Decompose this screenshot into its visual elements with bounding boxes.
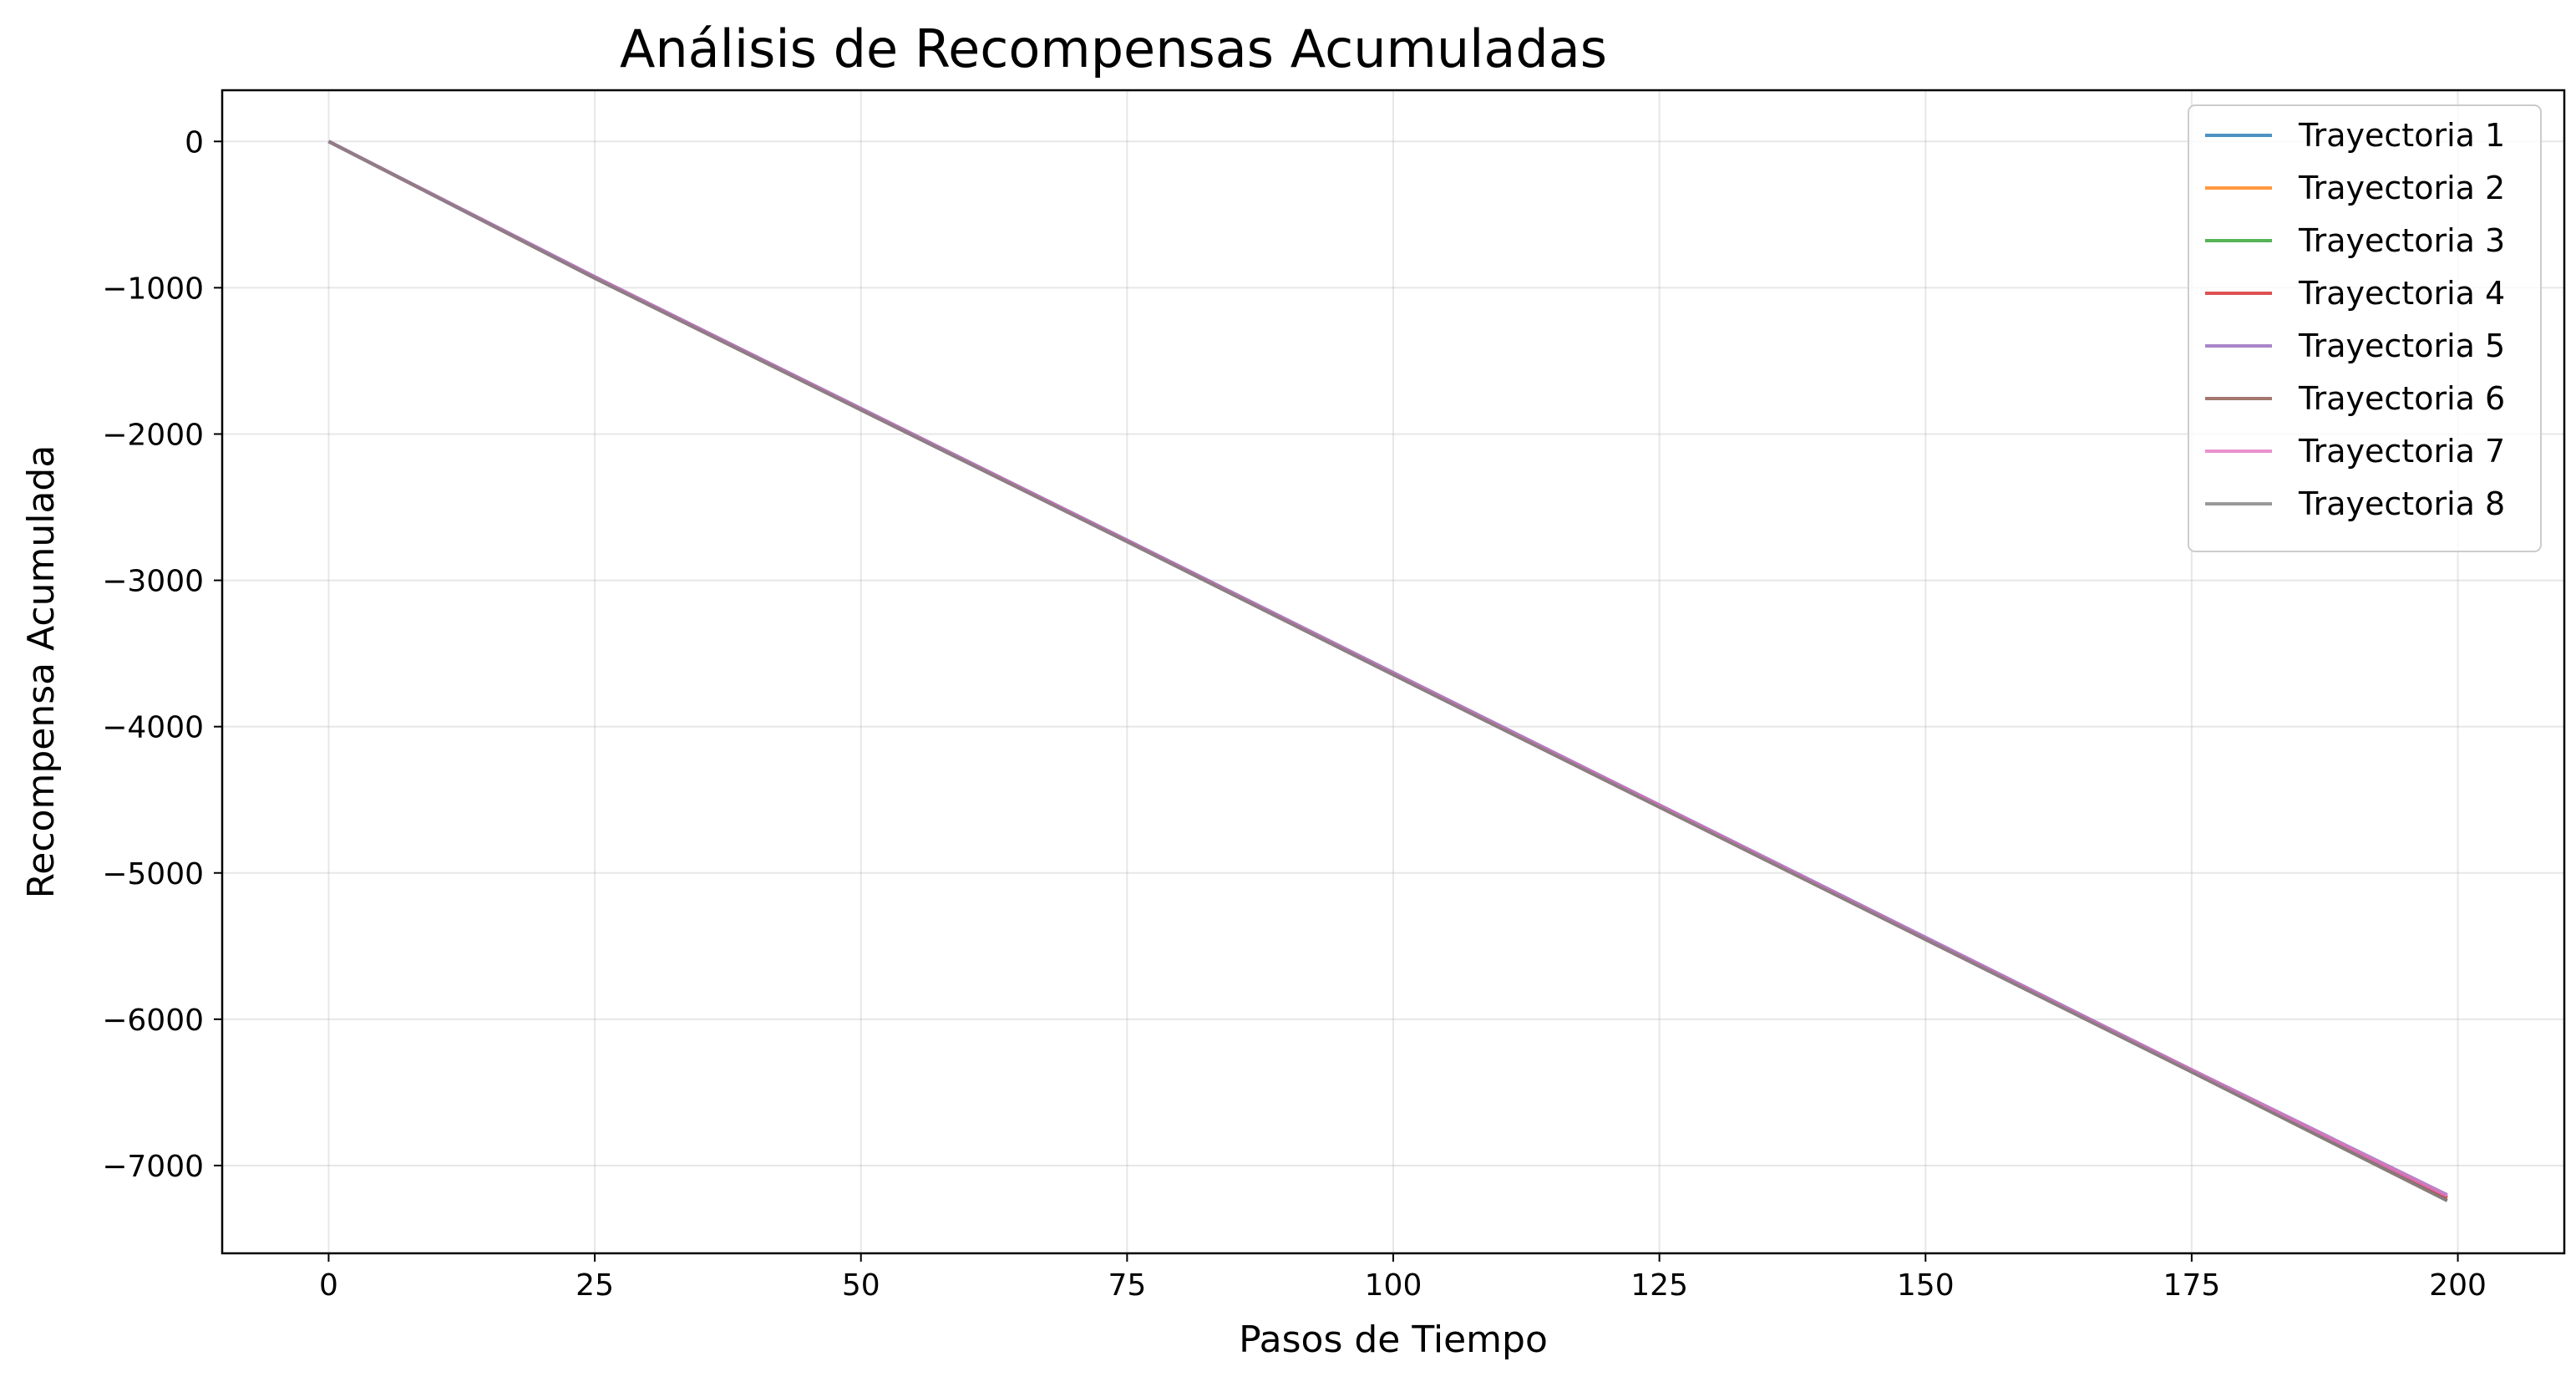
x-tick-label: 175: [2163, 1268, 2221, 1303]
legend-label-6: Trayectoria 6: [2298, 380, 2505, 417]
legend-label-2: Trayectoria 2: [2298, 170, 2505, 206]
legend-label-8: Trayectoria 8: [2298, 485, 2505, 522]
legend-frame: [2188, 104, 2542, 552]
y-tick-label: −2000: [102, 418, 204, 452]
legend-label-5: Trayectoria 5: [2298, 328, 2505, 364]
series-line-5: [327, 140, 2448, 1196]
legend: Trayectoria 1 Trayectoria 2 Trayectoria 3 T…: [2188, 104, 2542, 552]
x-tick-label: 100: [1365, 1268, 1422, 1303]
y-tick-label: −7000: [102, 1150, 204, 1184]
x-tick-label: 150: [1897, 1268, 1955, 1303]
legend-label-1: Trayectoria 1: [2298, 117, 2505, 154]
x-tick-label: 75: [1108, 1268, 1146, 1303]
y-axis-label: Recompensa Acumulada: [20, 445, 63, 899]
series-lines: [327, 140, 2448, 1202]
x-tick-label: 200: [2429, 1268, 2487, 1303]
x-axis-label: Pasos de Tiempo: [1239, 1318, 1548, 1361]
series-line-8: [327, 140, 2448, 1202]
x-tick-label: 25: [576, 1268, 614, 1303]
legend-label-7: Trayectoria 7: [2298, 433, 2505, 470]
legend-label-4: Trayectoria 4: [2298, 275, 2505, 312]
y-tick-label: 0: [185, 125, 204, 160]
y-tick-label: −5000: [102, 857, 204, 892]
x-tick-label: 50: [842, 1268, 880, 1303]
x-axis-ticks: 0 25 50 75 100 125 150 175 200: [319, 1253, 2487, 1303]
x-tick-label: 0: [319, 1268, 338, 1303]
chart-title: Análisis de Recompensas Acumuladas: [620, 18, 1607, 79]
y-tick-label: −1000: [102, 272, 204, 306]
y-tick-label: −3000: [102, 565, 204, 599]
x-tick-label: 125: [1630, 1268, 1688, 1303]
y-axis-ticks: 0 −1000 −2000 −3000 −4000 −5000 −6000 −7000: [102, 125, 222, 1184]
y-tick-label: −4000: [102, 711, 204, 745]
y-tick-label: −6000: [102, 1003, 204, 1038]
legend-label-3: Trayectoria 3: [2298, 222, 2505, 259]
